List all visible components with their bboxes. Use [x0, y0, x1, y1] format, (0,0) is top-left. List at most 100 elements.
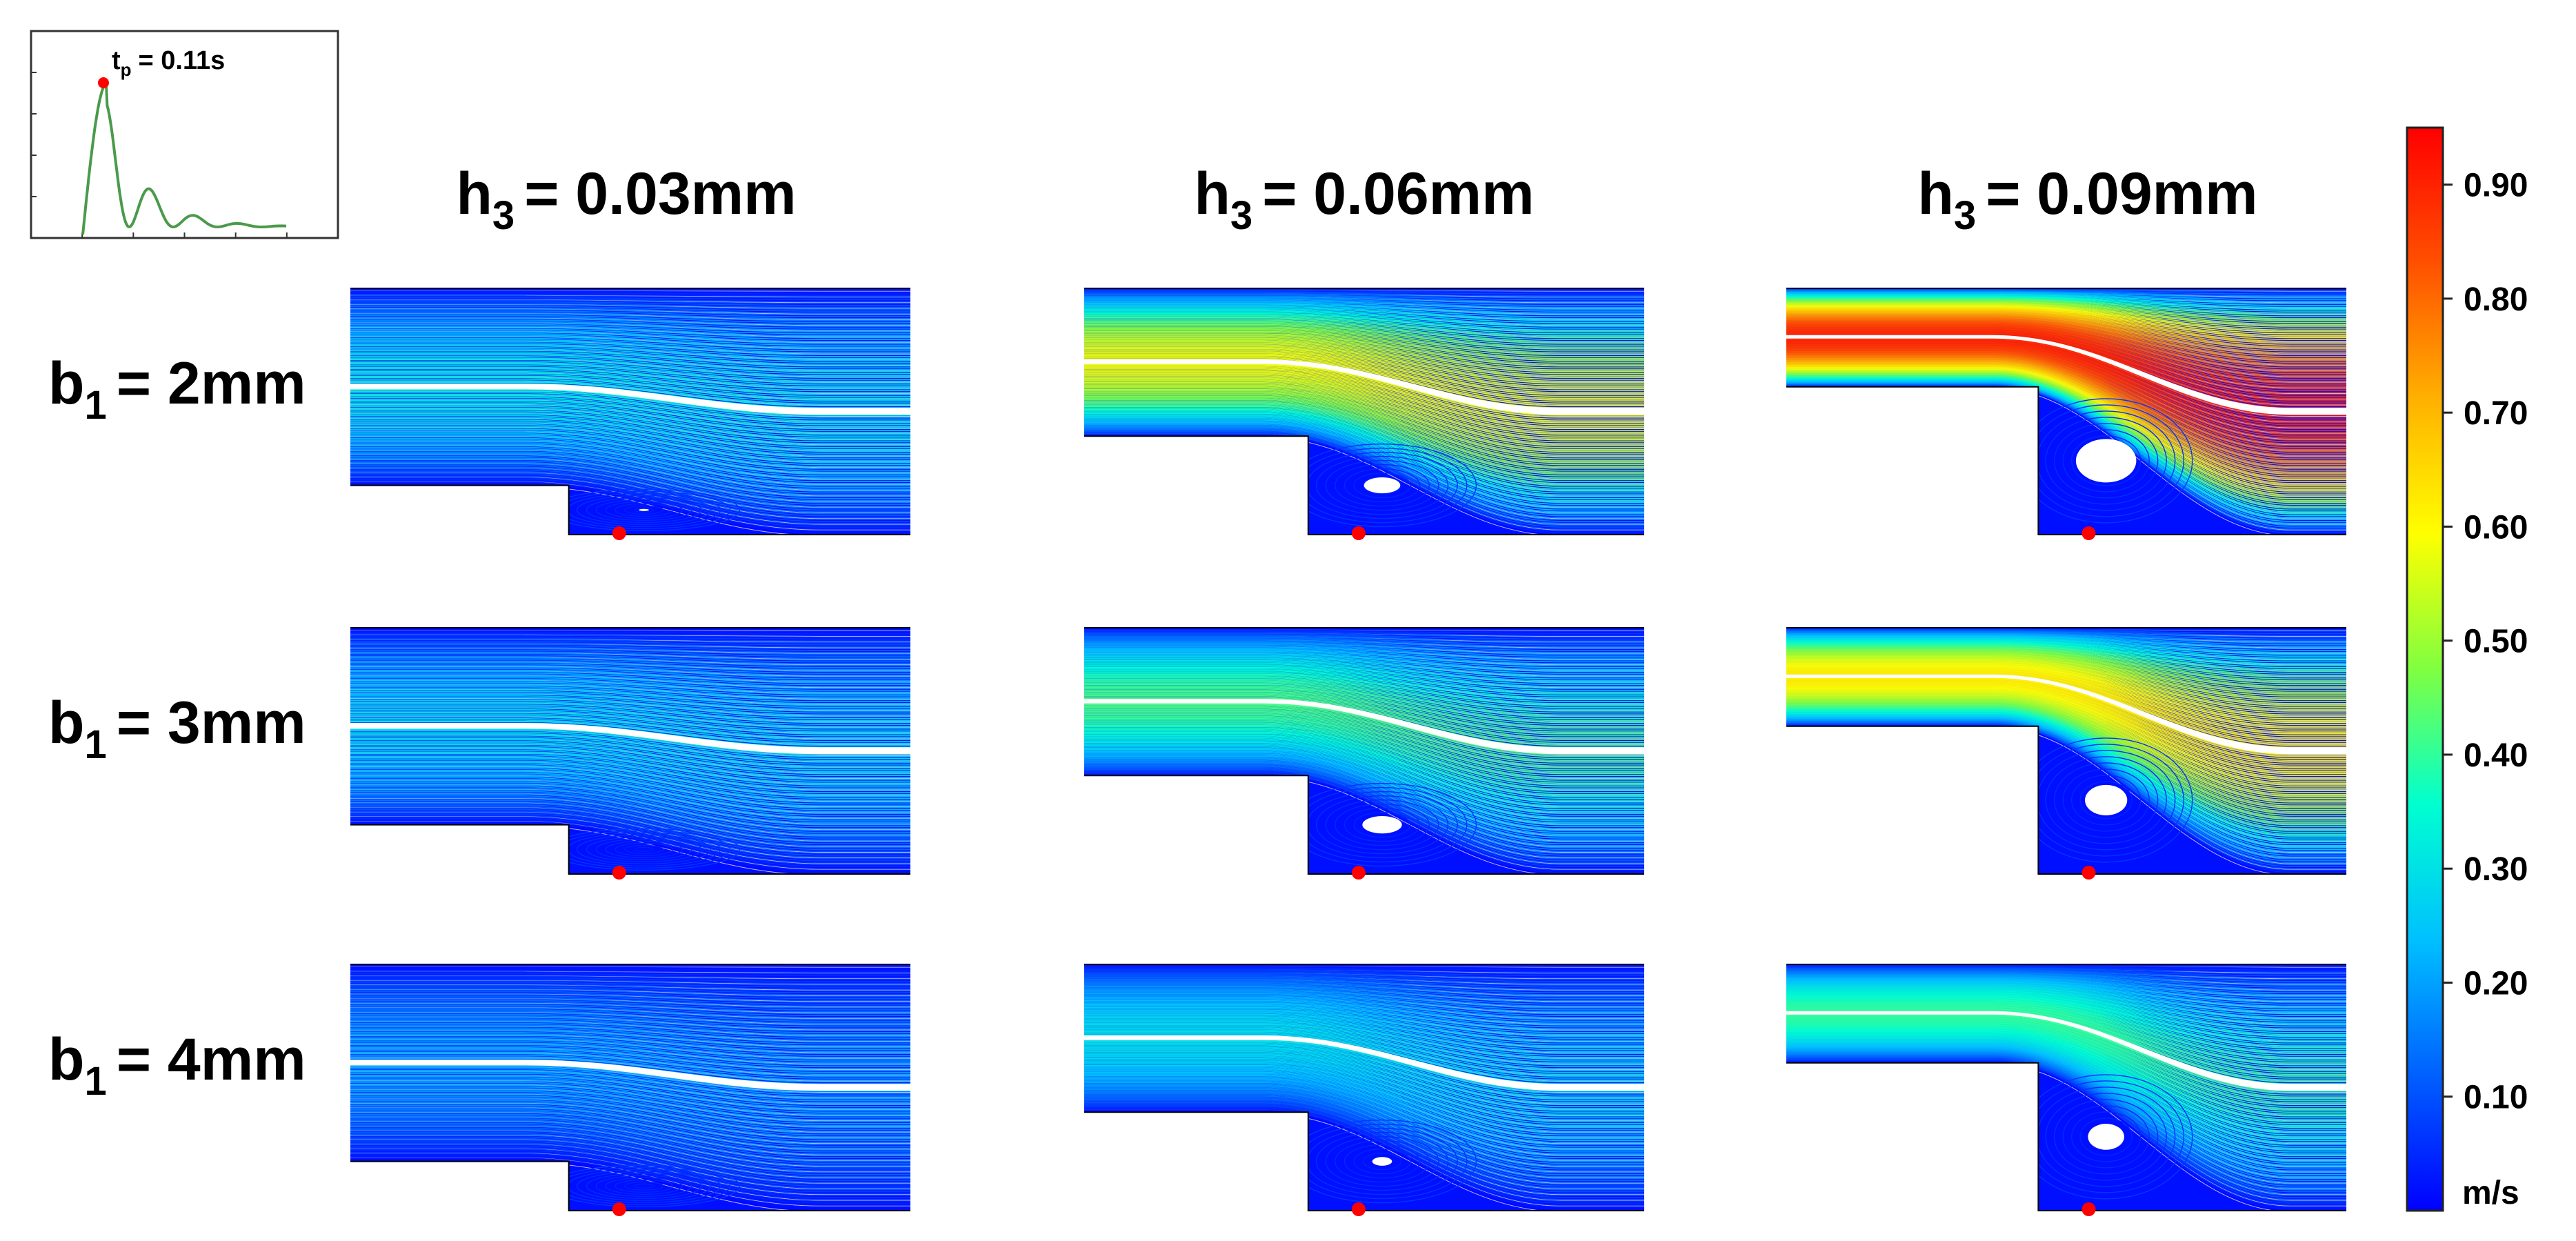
- streamline: [1786, 655, 2346, 699]
- streamline: [1786, 983, 2346, 1015]
- streamline: [1786, 1044, 2346, 1168]
- streamline: [1786, 1028, 2346, 1126]
- streamline: [350, 416, 910, 450]
- streamline: [350, 1077, 910, 1107]
- streamline: [1084, 668, 1644, 697]
- streamline: [1084, 1001, 1644, 1028]
- streamline: [1084, 708, 1644, 763]
- streamline: [350, 1038, 910, 1058]
- streamline: [350, 803, 910, 848]
- streamline: [350, 1073, 910, 1102]
- colorbar-tick-label: 0.90: [2464, 168, 2528, 204]
- streamline: [350, 1115, 910, 1155]
- streamline: [350, 318, 910, 327]
- streamline: [1084, 346, 1644, 388]
- streamline: [1786, 654, 2346, 697]
- colorbar-tick-label: 0.60: [2464, 509, 2528, 546]
- streamline: [1786, 986, 2346, 1022]
- streamline: [1084, 302, 1644, 314]
- streamline: [1084, 657, 1644, 679]
- streamline: [1084, 738, 1644, 814]
- streamline: [350, 703, 910, 724]
- streamline: [1084, 388, 1644, 458]
- streamline: [1084, 967, 1644, 971]
- streamline: [1084, 729, 1644, 799]
- streamline: [1786, 975, 2346, 993]
- streamline: [1786, 341, 2346, 424]
- streamline: [1786, 357, 2346, 464]
- streamline: [350, 665, 910, 676]
- streamline: [1786, 980, 2346, 1007]
- streamline: [350, 1129, 910, 1172]
- streamline: [1084, 372, 1644, 430]
- streamline: [1084, 997, 1644, 1022]
- streamline: [1786, 642, 2346, 664]
- streamline: [350, 313, 910, 321]
- streamline: [1786, 711, 2346, 839]
- streamline: [350, 354, 910, 373]
- streamline: [1084, 308, 1644, 324]
- streamline: [1084, 679, 1644, 716]
- streamline: [1786, 1051, 2346, 1183]
- streamline: [350, 716, 910, 740]
- streamline: [1084, 1073, 1644, 1147]
- vortex-ring: [2079, 781, 2133, 820]
- streamline: [1084, 633, 1644, 638]
- colorbar-unit: m/s: [2462, 1175, 2519, 1211]
- streamline: [350, 1136, 910, 1181]
- streamline: [1786, 319, 2346, 367]
- streamline: [1786, 691, 2346, 790]
- streamline: [1084, 293, 1644, 299]
- streamline: [350, 755, 910, 790]
- streamline: [350, 428, 910, 466]
- streamline: [350, 745, 910, 776]
- streamline: [350, 386, 910, 415]
- streamline: [1084, 657, 1644, 678]
- streamline: [1084, 428, 1644, 524]
- streamline: [1084, 297, 1644, 304]
- streamline: [350, 413, 910, 446]
- streamline: [1786, 1018, 2346, 1102]
- streamline: [350, 468, 910, 515]
- streamline: [350, 821, 910, 871]
- streamline: [350, 392, 910, 420]
- streamline: [350, 712, 910, 735]
- streamline: [350, 1041, 910, 1062]
- streamline: [350, 326, 910, 337]
- streamline: [350, 807, 910, 854]
- streamline: [1786, 321, 2346, 373]
- streamline: [350, 635, 910, 638]
- streamline: [1084, 682, 1644, 719]
- streamline: [1786, 1019, 2346, 1104]
- streamline: [1786, 1035, 2346, 1143]
- streamline: [350, 306, 910, 312]
- streamline: [350, 1012, 910, 1026]
- streamline: [1084, 1064, 1644, 1134]
- streamline: [1084, 299, 1644, 308]
- channel-wall: [1084, 1111, 1644, 1211]
- streamline: [1786, 987, 2346, 1024]
- streamline: [1084, 1083, 1644, 1164]
- streamline: [1084, 339, 1644, 375]
- streamline: [1786, 370, 2346, 496]
- streamline: [350, 342, 910, 357]
- streamline: [1786, 323, 2346, 378]
- streamline: [1084, 1048, 1644, 1106]
- streamline: [1084, 720, 1644, 784]
- streamline: [1084, 739, 1644, 816]
- streamline: [350, 791, 910, 833]
- streamline: [350, 739, 910, 769]
- streamline: [1786, 995, 2346, 1043]
- streamline: [1786, 671, 2346, 739]
- streamline: [350, 662, 910, 672]
- streamline: [350, 1091, 910, 1124]
- streamline: [350, 992, 910, 1001]
- streamline: [350, 657, 910, 666]
- streamline: [350, 1142, 910, 1189]
- streamline-gap: [350, 971, 910, 973]
- streamline: [1786, 678, 2346, 757]
- streamline: [1084, 744, 1644, 824]
- streamline: [350, 344, 910, 359]
- streamline: [1786, 1037, 2346, 1149]
- inset-frame: [30, 30, 339, 239]
